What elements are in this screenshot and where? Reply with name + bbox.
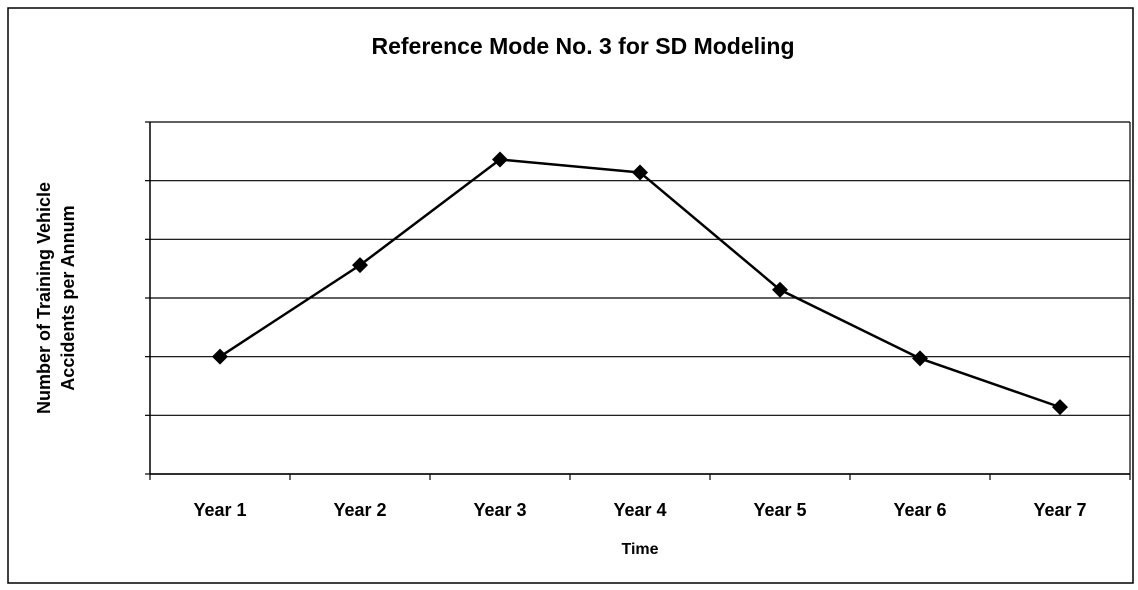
x-tick-label: Year 5 [753, 500, 806, 520]
marker [912, 350, 928, 367]
marker [492, 151, 508, 168]
y-axis-label-line: Accidents per Annum [58, 205, 78, 390]
x-tick-label: Year 1 [193, 500, 246, 520]
marker [212, 348, 228, 365]
x-tick-label: Year 6 [893, 500, 946, 520]
marker [1052, 399, 1068, 416]
chart-border [7, 7, 1134, 584]
x-tick-label: Year 7 [1033, 500, 1086, 520]
marker [352, 257, 368, 274]
x-tick-label: Year 4 [613, 500, 666, 520]
y-axis-label-line: Number of Training Vehicle [34, 182, 54, 414]
x-tick-label: Year 2 [333, 500, 386, 520]
marker [772, 281, 788, 298]
x-tick-label: Year 3 [473, 500, 526, 520]
x-axis-label: Time [621, 541, 658, 558]
marker [632, 164, 648, 181]
chart-title: Reference Mode No. 3 for SD Modeling [372, 33, 795, 59]
y-axis-label: Number of Training Vehicle Accidents per… [34, 182, 78, 414]
